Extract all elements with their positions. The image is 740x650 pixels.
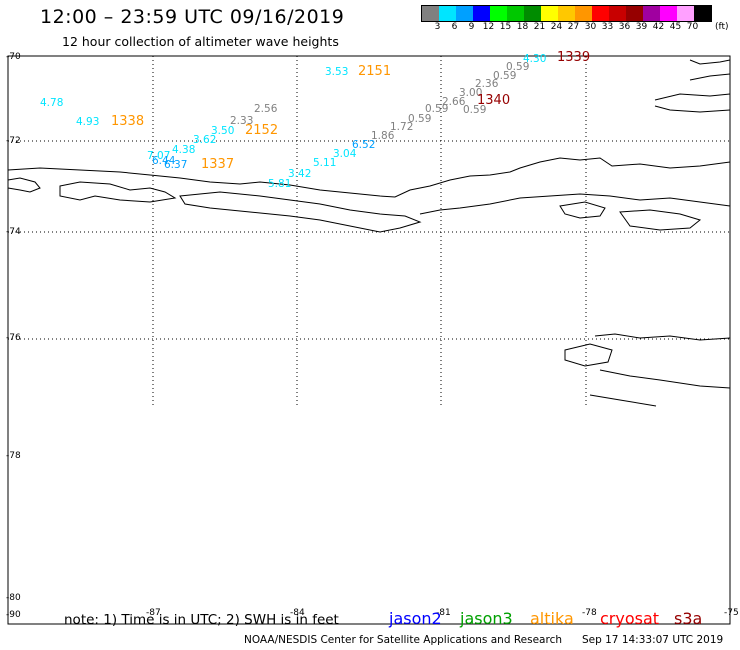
satellite-label-jason3: jason3 [460, 609, 513, 628]
legend-tick-label: 45 [669, 22, 682, 32]
legend-tick-label: 18 [516, 22, 529, 32]
legend-tick-label: 15 [499, 22, 512, 32]
legend-tick-label: 33 [601, 22, 614, 32]
wave-height-value: 0.59 [493, 70, 517, 82]
coastline [7, 59, 731, 407]
wave-height-value: 0.59 [506, 61, 530, 73]
wave-height-value: 4.93 [76, 116, 100, 128]
legend-tick-label: 24 [550, 22, 563, 32]
page-subtitle: 12 hour collection of altimeter wave hei… [62, 34, 339, 49]
legend-tick-label: 3 [434, 22, 441, 32]
wave-height-value: 2.56 [254, 103, 278, 115]
wave-height-value: 2.33 [230, 115, 254, 127]
map-frame [7, 55, 731, 625]
wave-height-value: 0.59 [408, 113, 432, 125]
wave-height-value: 6.52 [352, 139, 376, 151]
legend-swatch [558, 6, 575, 21]
wave-height-value: 3.00 [459, 87, 483, 99]
legend-swatch [422, 6, 439, 21]
legend-swatch [643, 6, 660, 21]
wave-height-value: 4.30 [523, 53, 547, 65]
lat-label: -74 [6, 227, 21, 237]
page-title: 12:00 – 23:59 UTC 09/16/2019 [40, 6, 345, 28]
wave-height-value: 1.86 [371, 130, 395, 142]
lat-label: -80 [6, 593, 21, 603]
pass-number: 2152 [245, 123, 279, 138]
pass-number: 2151 [358, 64, 392, 79]
legend-unit: (ft) [715, 22, 729, 32]
pass-number: 1340 [477, 93, 511, 108]
legend-swatch [677, 6, 694, 21]
wave-height-value: 6.44 [152, 155, 176, 167]
wave-height-value: 2.36 [475, 78, 499, 90]
lon-label: -81 [436, 608, 451, 618]
lon-label: -87 [146, 608, 161, 618]
wave-height-value: 0.59 [425, 103, 449, 115]
wave-height-value: 5.11 [313, 157, 337, 169]
wave-height-value: 1.72 [390, 121, 414, 133]
legend-tick-label: 42 [652, 22, 665, 32]
legend-tick-label: 70 [686, 22, 699, 32]
wave-height-value: 2.66 [442, 96, 466, 108]
pass-number: 1339 [557, 50, 591, 65]
legend-swatch [439, 6, 456, 21]
legend-tick-label: 6 [451, 22, 458, 32]
wave-height-color-legend [421, 5, 712, 22]
satellite-label-altika: altika [530, 609, 574, 628]
legend-swatch [524, 6, 541, 21]
wave-height-value: 6.37 [164, 159, 188, 171]
wave-height-value: 4.78 [40, 97, 64, 109]
legend-tick-label: 30 [584, 22, 597, 32]
satellite-label-cryosat: cryosat [600, 609, 660, 628]
legend-swatch [541, 6, 558, 21]
lat-label: -76 [6, 333, 21, 343]
footer-timestamp: Sep 17 14:33:07 UTC 2019 [582, 634, 724, 646]
legend-spacer [421, 22, 429, 32]
wave-height-value: 0.59 [463, 104, 487, 116]
footer-credit: NOAA/NESDIS Center for Satellite Applica… [244, 634, 562, 646]
legend-tick-label: 9 [468, 22, 475, 32]
lon-label: -75 [724, 608, 739, 618]
wave-height-value: 3.50 [211, 125, 235, 137]
wave-height-value: 5.81 [268, 178, 292, 190]
legend-swatch [456, 6, 473, 21]
lat-label: -78 [6, 451, 21, 461]
legend-swatch [609, 6, 626, 21]
wave-height-value: 3.42 [288, 168, 312, 180]
satellite-label-jason2: jason2 [389, 609, 442, 628]
lat-label: -72 [6, 136, 21, 146]
lat-label: -70 [6, 52, 21, 62]
legend-swatch [507, 6, 524, 21]
lon-label: -84 [290, 608, 305, 618]
legend-swatch [473, 6, 490, 21]
wave-height-value: 3.62 [193, 134, 217, 146]
legend-swatch [592, 6, 609, 21]
legend-swatch [490, 6, 507, 21]
legend-tick-label: 36 [618, 22, 631, 32]
legend-tick-label: 12 [482, 22, 495, 32]
legend-tick-label: 27 [567, 22, 580, 32]
lat-label: -90 [6, 610, 21, 620]
wave-height-value: 7.07 [147, 150, 171, 162]
legend-tick-labels: 3 6 9 12 15 18 21 24 27 30 33 36 39 42 45 70 [421, 22, 701, 32]
legend-swatch [694, 6, 711, 21]
legend-swatch [626, 6, 643, 21]
pass-number: 1338 [111, 114, 145, 129]
legend-tick-label: 39 [635, 22, 648, 32]
satellite-label-s3a: s3a [674, 609, 703, 628]
wave-height-value: 3.53 [325, 66, 349, 78]
legend-swatch [575, 6, 592, 21]
legend-tick-label: 21 [533, 22, 546, 32]
legend-swatch [660, 6, 677, 21]
lon-label: -78 [582, 608, 597, 618]
wave-height-value: 3.04 [333, 148, 357, 160]
latitude-gridlines [8, 140, 730, 340]
wave-height-value: 4.38 [172, 144, 196, 156]
units-note: note: 1) Time is in UTC; 2) SWH is in fe… [64, 612, 339, 628]
pass-number: 1337 [201, 157, 235, 172]
longitude-gridlines [152, 56, 587, 405]
